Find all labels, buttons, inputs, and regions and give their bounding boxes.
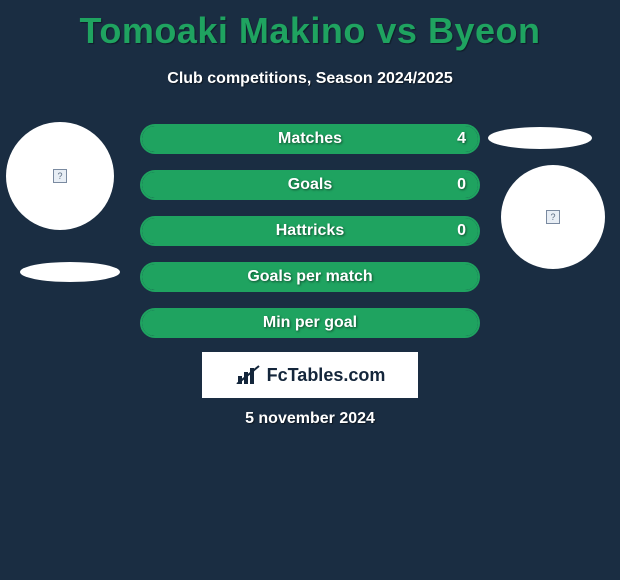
stat-label: Goals per match bbox=[142, 264, 478, 290]
avatar-shadow-right bbox=[488, 127, 592, 149]
stat-label: Goals bbox=[142, 172, 478, 198]
player-right: ? bbox=[501, 165, 605, 269]
avatar-shadow-left bbox=[20, 262, 120, 282]
avatar-right-placeholder-icon: ? bbox=[546, 210, 560, 224]
logo-box: FcTables.com bbox=[202, 352, 418, 398]
avatar-right: ? bbox=[501, 165, 605, 269]
stat-label: Matches bbox=[142, 126, 478, 152]
stat-row-goals-per-match: Goals per match bbox=[140, 262, 480, 292]
subtitle: Club competitions, Season 2024/2025 bbox=[0, 70, 620, 88]
avatar-left: ? bbox=[6, 122, 114, 230]
stat-value-right: 0 bbox=[457, 218, 466, 244]
stat-value-right: 0 bbox=[457, 172, 466, 198]
page-title: Tomoaki Makino vs Byeon bbox=[0, 0, 620, 52]
stat-row-matches: Matches 4 bbox=[140, 124, 480, 154]
stat-label: Hattricks bbox=[142, 218, 478, 244]
avatar-left-placeholder-icon: ? bbox=[53, 169, 67, 183]
stat-row-goals: Goals 0 bbox=[140, 170, 480, 200]
player-left: ? bbox=[6, 122, 114, 230]
stat-value-right: 4 bbox=[457, 126, 466, 152]
stats-list: Matches 4 Goals 0 Hattricks 0 Goals per … bbox=[140, 124, 480, 354]
stat-row-min-per-goal: Min per goal bbox=[140, 308, 480, 338]
logo-text: FcTables.com bbox=[267, 365, 386, 386]
date-text: 5 november 2024 bbox=[0, 410, 620, 428]
stat-row-hattricks: Hattricks 0 bbox=[140, 216, 480, 246]
stat-label: Min per goal bbox=[142, 310, 478, 336]
logo-bars-icon bbox=[235, 362, 261, 389]
